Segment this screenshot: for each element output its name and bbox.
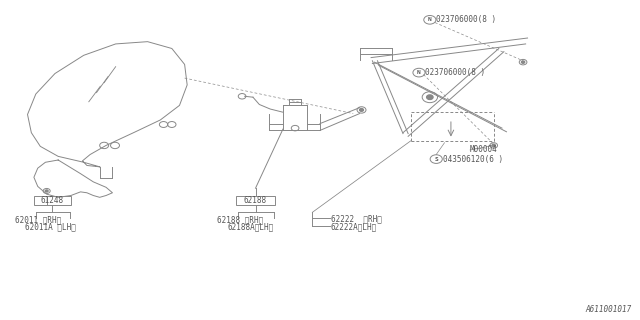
FancyBboxPatch shape <box>34 196 71 204</box>
Text: N: N <box>417 70 421 75</box>
Circle shape <box>522 61 525 63</box>
Text: 62011 〈RH〉: 62011 〈RH〉 <box>15 216 61 225</box>
Text: 62011A 〈LH〉: 62011A 〈LH〉 <box>25 222 76 231</box>
FancyBboxPatch shape <box>236 196 275 204</box>
Text: 61248: 61248 <box>41 196 64 205</box>
Text: 023706000(8 ): 023706000(8 ) <box>426 68 486 77</box>
Text: S: S <box>435 156 438 162</box>
Text: 62188A〈LH〉: 62188A〈LH〉 <box>227 222 274 231</box>
Circle shape <box>360 108 364 111</box>
Text: N: N <box>428 17 432 22</box>
Text: M00004: M00004 <box>470 146 498 155</box>
FancyBboxPatch shape <box>283 105 307 131</box>
Text: 023706000(8 ): 023706000(8 ) <box>436 15 497 24</box>
Text: 62222  〈RH〉: 62222 〈RH〉 <box>331 215 381 224</box>
Text: A611001017: A611001017 <box>586 305 632 314</box>
Text: 62188: 62188 <box>244 196 267 205</box>
Text: 62222A〈LH〉: 62222A〈LH〉 <box>331 222 377 231</box>
Circle shape <box>427 95 433 100</box>
Circle shape <box>492 144 495 147</box>
Circle shape <box>45 190 48 192</box>
Text: 62188 〈RH〉: 62188 〈RH〉 <box>216 216 263 225</box>
Text: 043506120(6 ): 043506120(6 ) <box>443 155 503 164</box>
